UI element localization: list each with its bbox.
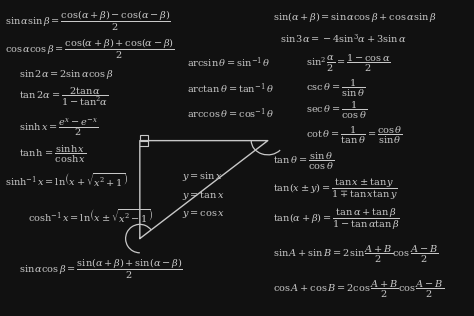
Text: $\arcsin\theta = \sin^{-1}\theta$: $\arcsin\theta = \sin^{-1}\theta$: [187, 56, 271, 70]
Text: $\cos A + \cos B = 2\cos\dfrac{A+B}{2}\cos\dfrac{A-B}{2}$: $\cos A + \cos B = 2\cos\dfrac{A+B}{2}\c…: [273, 279, 444, 300]
Text: $y = \cos x$: $y = \cos x$: [182, 210, 226, 220]
Text: $\tan(\alpha+\beta) = \dfrac{\tan\alpha + \tan\beta}{1 - \tan\alpha\tan\beta}$: $\tan(\alpha+\beta) = \dfrac{\tan\alpha …: [273, 207, 400, 232]
Text: $\sin 2\alpha = 2\sin\alpha\cos\beta$: $\sin 2\alpha = 2\sin\alpha\cos\beta$: [19, 68, 113, 81]
Text: $\tanh = \dfrac{\sinh x}{\cosh x}$: $\tanh = \dfrac{\sinh x}{\cosh x}$: [19, 144, 86, 165]
Text: $\sec\theta = \dfrac{1}{\cos\theta}$: $\sec\theta = \dfrac{1}{\cos\theta}$: [306, 100, 367, 121]
Text: $\cos\alpha\cos\beta = \dfrac{\cos(\alpha+\beta) + \cos(\alpha-\beta)}{2}$: $\cos\alpha\cos\beta = \dfrac{\cos(\alph…: [5, 37, 174, 61]
Text: $\csc\theta = \dfrac{1}{\sin\theta}$: $\csc\theta = \dfrac{1}{\sin\theta}$: [306, 78, 365, 99]
Text: $y = \sin x$: $y = \sin x$: [182, 170, 224, 184]
Text: $\sin^2\dfrac{\alpha}{2} = \dfrac{1-\cos\alpha}{2}$: $\sin^2\dfrac{\alpha}{2} = \dfrac{1-\cos…: [306, 53, 391, 74]
Text: $\tan(x \pm y) = \dfrac{\tan x \pm \tan y}{1 \mp \tan x\tan y}$: $\tan(x \pm y) = \dfrac{\tan x \pm \tan …: [273, 177, 397, 202]
Text: $\tan\theta = \dfrac{\sin\theta}{\cos\theta}$: $\tan\theta = \dfrac{\sin\theta}{\cos\th…: [273, 151, 334, 172]
Text: $\sin 3\alpha = -4\sin^3\!\alpha + 3\sin\alpha$: $\sin 3\alpha = -4\sin^3\!\alpha + 3\sin…: [280, 32, 406, 45]
Text: $y = \tan x$: $y = \tan x$: [182, 189, 225, 203]
Text: $\sin\alpha\cos\beta = \dfrac{\sin(\alpha+\beta) + \sin(\alpha-\beta)}{2}$: $\sin\alpha\cos\beta = \dfrac{\sin(\alph…: [19, 257, 183, 281]
Text: $\sinh^{-1} x = \ln\!\left(x + \sqrt{x^2+1}\right)$: $\sinh^{-1} x = \ln\!\left(x + \sqrt{x^2…: [5, 171, 128, 189]
Text: $\cosh^{-1} x = \ln\!\left(x \pm \sqrt{x^2-1}\right)$: $\cosh^{-1} x = \ln\!\left(x \pm \sqrt{x…: [28, 208, 154, 225]
Text: $\arctan\theta = \tan^{-1}\theta$: $\arctan\theta = \tan^{-1}\theta$: [187, 81, 274, 96]
Text: $\sinh x = \dfrac{e^x - e^{-x}}{2}$: $\sinh x = \dfrac{e^x - e^{-x}}{2}$: [19, 117, 99, 139]
Text: $\sin A + \sin B = 2\sin\dfrac{A+B}{2}\cos\dfrac{A-B}{2}$: $\sin A + \sin B = 2\sin\dfrac{A+B}{2}\c…: [273, 244, 438, 265]
Text: $\cot\theta = \dfrac{1}{\tan\theta} = \dfrac{\cos\theta}{\sin\theta}$: $\cot\theta = \dfrac{1}{\tan\theta} = \d…: [306, 125, 402, 146]
Text: $\sin\alpha\sin\beta = \dfrac{\cos(\alpha+\beta) - \cos(\alpha-\beta)}{2}$: $\sin\alpha\sin\beta = \dfrac{\cos(\alph…: [5, 9, 171, 33]
Text: $\tan 2\alpha = \dfrac{2\tan\alpha}{1 - \tan^2\!\alpha}$: $\tan 2\alpha = \dfrac{2\tan\alpha}{1 - …: [19, 85, 109, 108]
Text: $\sin(\alpha+\beta) = \sin\alpha\cos\beta + \cos\alpha\sin\beta$: $\sin(\alpha+\beta) = \sin\alpha\cos\bet…: [273, 10, 436, 24]
Text: $\arccos\theta = \cos^{-1}\theta$: $\arccos\theta = \cos^{-1}\theta$: [187, 106, 275, 121]
